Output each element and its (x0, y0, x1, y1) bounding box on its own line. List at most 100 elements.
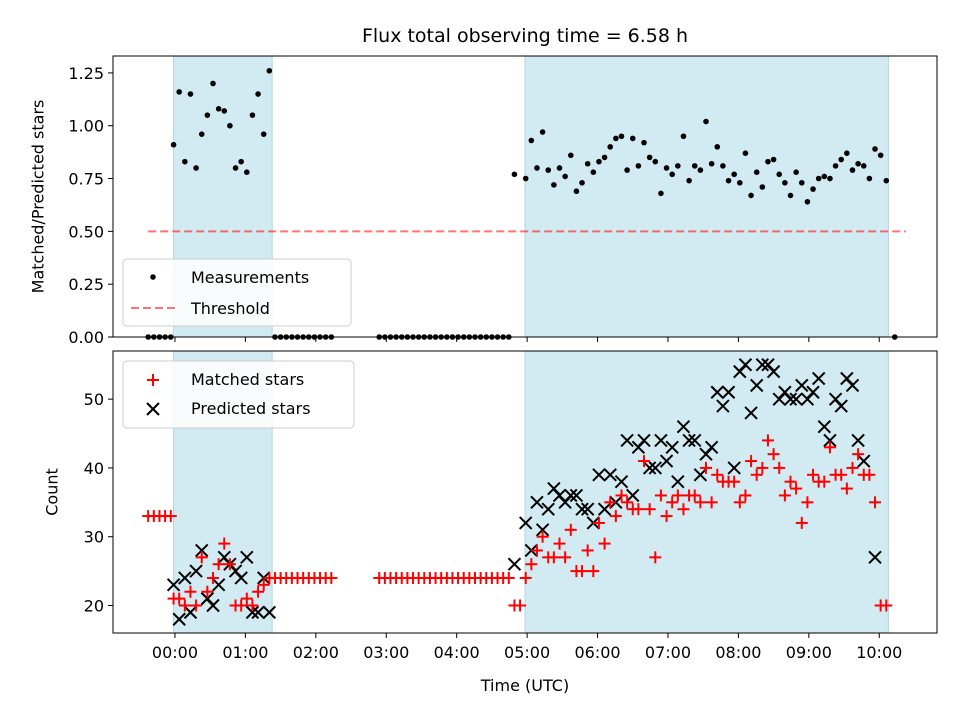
measurement-point (556, 165, 563, 171)
measurement-point (629, 135, 636, 142)
predicted-star-point (620, 433, 634, 448)
y-tick-label: 0.75 (68, 170, 104, 189)
measurement-point (528, 137, 535, 144)
measurement-point (832, 163, 839, 169)
x-axis-label: Time (UTC) (480, 676, 569, 695)
predicted-star-point (795, 378, 809, 393)
matched-star-point (615, 489, 628, 502)
predicted-star-point (851, 433, 865, 448)
matched-star-point (761, 434, 774, 447)
predicted-star-point (834, 399, 848, 413)
matched-star-point (823, 441, 836, 454)
measurement-point (849, 167, 856, 173)
matched-star-point (733, 496, 746, 509)
predicted-star-point (806, 385, 820, 399)
matched-star-point (818, 475, 831, 488)
matched-star-point (694, 496, 707, 509)
predicted-star-point (189, 564, 203, 578)
measurement-point (855, 160, 861, 167)
ratio-panel-y-axis-label: Matched/Predicted stars (29, 100, 48, 294)
measurement-point (266, 67, 273, 74)
predicted-star-point (178, 571, 192, 585)
measurement-points (145, 67, 898, 340)
y-tick-label: 50 (84, 390, 104, 409)
matched-star-point (592, 516, 605, 529)
matched-star-point (688, 489, 701, 502)
y-tick-label: 40 (84, 459, 104, 478)
measurement-point (776, 171, 783, 178)
matched-star-point (553, 537, 566, 550)
measurement-point (765, 158, 771, 165)
measurement-point (646, 154, 653, 161)
matched-star-point (677, 503, 690, 516)
measurement-point (244, 169, 250, 176)
matched-star-point (660, 510, 673, 523)
measurement-point (731, 171, 737, 178)
matched-star-point (869, 496, 882, 509)
measurement-point (539, 129, 546, 135)
x-tick-label: 08:00 (715, 643, 761, 662)
predicted-star-point (172, 612, 186, 626)
measurement-point (658, 190, 664, 197)
predicted-star-point (682, 433, 696, 448)
matched-star-point (184, 585, 197, 598)
measurement-point (511, 171, 518, 178)
ratio-panel: 0.00 0.25 0.50 0.75 1.00 1.25 Matched/Predict… (29, 55, 938, 347)
measurement-point (590, 169, 597, 176)
matched-star-point (246, 599, 259, 612)
figure-title: Flux total observing time = 6.58 h (362, 25, 688, 47)
matched-star-points (142, 434, 893, 612)
matched-star-point (750, 468, 763, 481)
matched-star-point (846, 461, 859, 474)
predicted-star-point (727, 461, 741, 475)
measurement-point (567, 152, 574, 159)
predicted-star-point (575, 502, 589, 516)
y-tick-label: 0.00 (68, 328, 104, 347)
predicted-star-point (693, 468, 708, 482)
matched-star-point (863, 468, 876, 481)
predicted-star-point (507, 557, 522, 571)
measurement-point (838, 156, 845, 163)
matched-star-point (654, 489, 667, 502)
predicted-star-point (240, 550, 254, 565)
matched-star-point (632, 503, 645, 516)
ratio-panel-frame (112, 55, 938, 338)
legend-measurements-label: Measurements (191, 268, 309, 287)
matched-star-point (252, 585, 265, 598)
matched-star-point (547, 551, 560, 564)
measurement-point (579, 179, 585, 186)
predicted-star-point (642, 461, 657, 475)
measurement-point (260, 131, 267, 137)
matched-star-point (536, 530, 549, 543)
measurement-point (652, 158, 659, 165)
measurement-point (613, 135, 619, 142)
measurement-point (562, 173, 568, 180)
measurement-point (691, 163, 698, 169)
legend-predicted-marker (146, 402, 160, 416)
predicted-star-point (541, 502, 555, 516)
matched-star-point (581, 544, 594, 557)
matched-star-point (835, 468, 848, 481)
x-tick-label: 05:00 (504, 643, 550, 662)
matched-star-point (514, 599, 527, 612)
y-tick-label: 1.00 (68, 117, 104, 136)
matched-star-point (164, 510, 177, 523)
x-tick-label: 03:00 (363, 643, 409, 662)
measurement-point (872, 146, 878, 152)
measurement-point (227, 122, 233, 129)
matched-star-point (207, 571, 220, 584)
matched-star-point (190, 599, 203, 612)
measurement-point (877, 152, 884, 159)
predicted-star-point (564, 488, 578, 503)
measurement-point (607, 144, 614, 150)
predicted-star-point (749, 378, 764, 393)
matched-star-point (178, 599, 191, 612)
predicted-star-point (530, 495, 544, 510)
measurement-point (787, 192, 794, 199)
x-tick-label: 04:00 (434, 643, 480, 662)
matched-star-point (790, 482, 803, 495)
predicted-star-point (671, 474, 685, 489)
ratio-panel-legend: Measurements Threshold (122, 258, 352, 327)
y-tick-label: 0.25 (68, 275, 104, 294)
